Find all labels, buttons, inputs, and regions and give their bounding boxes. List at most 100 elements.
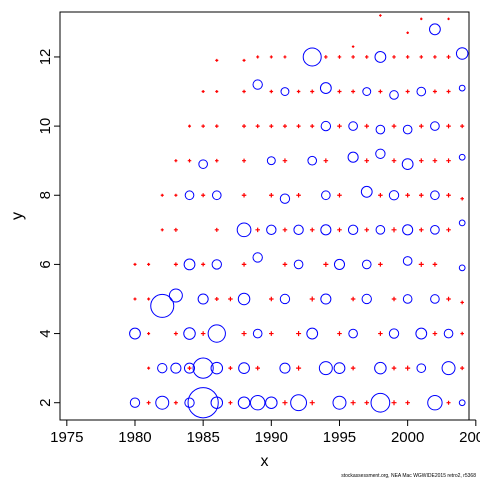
data-point: [375, 124, 386, 135]
data-point: [323, 261, 329, 267]
series-1: [129, 23, 469, 419]
data-point: [402, 124, 413, 135]
data-point: [433, 55, 437, 59]
y-tick-label: 8: [37, 191, 54, 199]
data-point: [184, 397, 195, 408]
data-point: [446, 227, 451, 233]
data-point: [441, 361, 456, 376]
data-point: [255, 365, 260, 371]
data-point: [133, 297, 137, 301]
data-point: [348, 328, 358, 339]
data-point: [392, 55, 396, 59]
data-point: [198, 159, 208, 169]
data-point: [458, 219, 466, 227]
x-tick-label: 1985: [186, 429, 219, 446]
data-point: [446, 158, 451, 163]
data-point: [347, 151, 359, 163]
data-point: [389, 90, 399, 100]
data-point: [405, 365, 411, 371]
data-point: [402, 294, 413, 304]
data-point: [378, 89, 383, 94]
data-point: [446, 54, 451, 59]
data-point: [378, 192, 383, 198]
data-point: [241, 192, 247, 198]
x-tick-label: 1995: [323, 429, 356, 446]
data-point: [279, 362, 291, 374]
data-point: [173, 400, 178, 405]
data-point: [155, 395, 170, 410]
data-point: [337, 331, 342, 336]
data-point: [184, 190, 195, 201]
data-point: [460, 331, 464, 336]
data-point: [228, 366, 233, 371]
data-point: [187, 366, 192, 371]
data-point: [446, 123, 451, 129]
y-tick-label: 4: [37, 329, 54, 337]
data-point: [266, 156, 276, 166]
data-point: [215, 90, 219, 94]
data-point: [319, 82, 332, 94]
data-point: [310, 89, 315, 94]
data-point: [455, 47, 469, 60]
data-point: [183, 258, 196, 271]
data-point: [419, 55, 424, 59]
data-point: [429, 23, 441, 36]
data-point: [282, 158, 288, 163]
data-point: [443, 328, 454, 339]
data-point: [446, 296, 451, 302]
data-point: [379, 14, 382, 17]
data-point: [269, 124, 274, 129]
data-point: [293, 259, 304, 270]
data-point: [210, 361, 224, 375]
data-point: [415, 327, 428, 340]
data-point: [147, 297, 151, 301]
data-point: [228, 400, 233, 405]
data-point: [160, 193, 164, 197]
data-point: [347, 224, 359, 236]
data-point: [388, 328, 400, 339]
data-point: [214, 227, 219, 232]
data-point: [241, 331, 247, 337]
data-point: [320, 120, 332, 132]
data-point: [279, 293, 291, 305]
footnote: stockassessment.org, NEA Mac WGWIDE2015 …: [341, 473, 476, 479]
data-point: [321, 190, 331, 201]
data-point: [364, 227, 370, 233]
x-tick-label: 1975: [50, 429, 83, 446]
data-point: [391, 123, 397, 129]
data-point: [361, 259, 372, 270]
data-point: [309, 400, 315, 406]
data-point: [378, 262, 383, 267]
data-point: [337, 227, 342, 233]
data-point: [168, 288, 183, 303]
data-point: [350, 296, 356, 302]
data-point: [255, 227, 260, 233]
data-point: [364, 123, 370, 129]
data-point: [416, 363, 427, 373]
data-point: [337, 192, 342, 198]
data-point: [306, 327, 319, 340]
data-point: [296, 331, 302, 337]
data-point: [242, 124, 247, 129]
data-point: [375, 148, 386, 159]
data-point: [318, 361, 333, 376]
data-point: [309, 227, 315, 233]
data-point: [279, 193, 291, 204]
data-point: [337, 55, 342, 59]
data-point: [174, 159, 178, 163]
x-tick-label: 1990: [255, 429, 288, 446]
plot-frame: [59, 11, 470, 421]
data-point: [183, 362, 196, 374]
data-point: [157, 362, 168, 374]
data-point: [173, 331, 178, 336]
data-point: [460, 124, 465, 129]
data-point: [460, 366, 465, 371]
data-point: [405, 55, 410, 59]
data-points: [129, 14, 469, 419]
data-point: [458, 84, 466, 92]
data-point: [406, 31, 409, 35]
data-point: [432, 331, 438, 336]
x-tick-label: 2005: [459, 429, 480, 446]
data-point: [460, 300, 464, 305]
data-point: [237, 396, 251, 409]
